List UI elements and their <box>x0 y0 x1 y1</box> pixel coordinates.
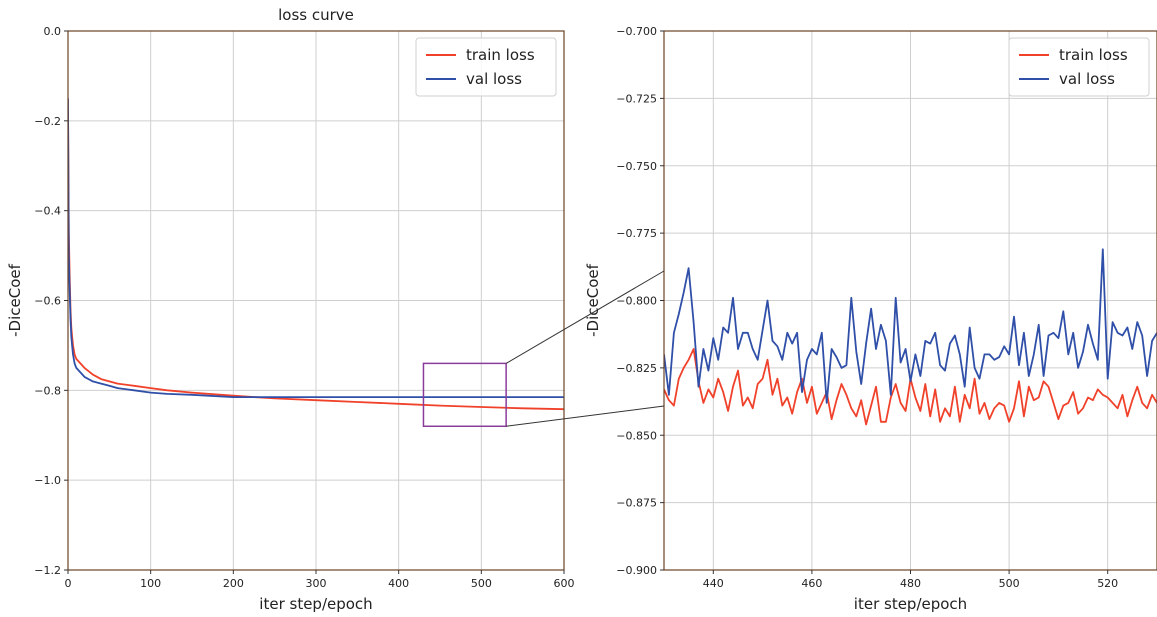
y-tick-label: −1.2 <box>34 564 61 577</box>
series-line-val <box>68 98 564 399</box>
x-tick-label: 460 <box>801 577 822 590</box>
y-tick-label: −0.6 <box>34 295 61 308</box>
legend-label-train: train loss <box>1059 46 1128 64</box>
zoom-box <box>422 362 507 428</box>
y-axis-title: -DiceCoef <box>584 263 602 336</box>
zoom-connector-top <box>505 270 665 364</box>
y-tick-label: −0.900 <box>616 564 657 577</box>
zoom-connector-bottom <box>506 405 665 427</box>
chart-title: loss curve <box>278 6 354 24</box>
x-tick-label: 400 <box>388 577 409 590</box>
x-tick-label: 500 <box>471 577 492 590</box>
y-tick-label: −0.4 <box>34 205 61 218</box>
series-line-val <box>664 248 1157 404</box>
x-tick-label: 480 <box>900 577 921 590</box>
zoomed-loss-chart: 440 460 480 500 520 −0.700 −0.725 −0.750 −0.775 −… <box>584 25 1157 613</box>
legend-box <box>1008 37 1150 97</box>
y-tick-label: −0.825 <box>616 362 657 375</box>
x-axis-title: iter step/epoch <box>259 595 372 613</box>
x-tick-label: 600 <box>554 577 575 590</box>
y-tick-label: −1.0 <box>34 474 61 487</box>
y-tick-label: −0.875 <box>616 497 657 510</box>
legend-label-train: train loss <box>466 46 535 64</box>
x-tick-label: 300 <box>306 577 327 590</box>
legend-label-val: val loss <box>1059 70 1115 88</box>
x-tick-label: 440 <box>703 577 724 590</box>
y-tick-label: −0.700 <box>616 25 657 38</box>
y-tick-label: −0.8 <box>34 384 61 397</box>
y-tick-label: −0.750 <box>616 160 657 173</box>
y-tick-label: −0.775 <box>616 227 657 240</box>
x-tick-label: 200 <box>223 577 244 590</box>
x-tick-label: 500 <box>999 577 1020 590</box>
y-tick-label: −0.725 <box>616 92 657 105</box>
x-tick-label: 0 <box>65 577 72 590</box>
y-tick-label: −0.850 <box>616 429 657 442</box>
zoom-connectors <box>505 270 665 427</box>
main-loss-chart: 0 100 200 300 400 500 600 0.0 −0.2 −0.4 −0.6 −0.8 −1… <box>6 6 575 613</box>
legend-box <box>415 37 557 97</box>
y-tick-label: −0.2 <box>34 115 61 128</box>
x-tick-label: 520 <box>1097 577 1118 590</box>
legend: train loss val loss <box>415 37 557 97</box>
x-tick-label: 100 <box>140 577 161 590</box>
y-tick-label: 0.0 <box>44 25 62 38</box>
legend: train loss val loss <box>1008 37 1150 97</box>
x-axis-title: iter step/epoch <box>854 595 967 613</box>
y-axis-title: -DiceCoef <box>6 263 24 336</box>
legend-label-val: val loss <box>466 70 522 88</box>
y-tick-label: −0.800 <box>616 295 657 308</box>
